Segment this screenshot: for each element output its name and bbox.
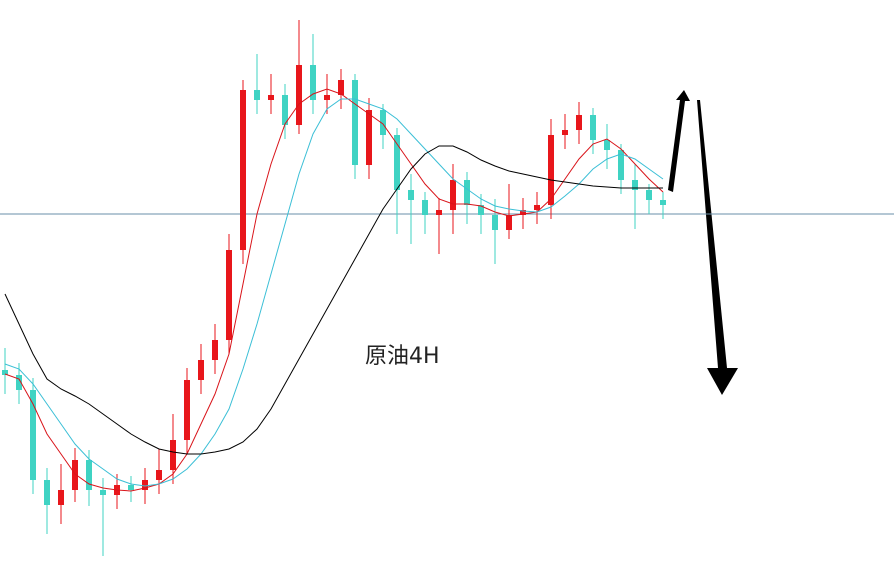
candle-body: [58, 490, 64, 505]
candle-body: [660, 200, 666, 205]
candle-body: [16, 375, 22, 390]
candle-body: [492, 215, 498, 230]
candle-body: [338, 80, 344, 95]
candle-body: [478, 205, 484, 215]
candle-body: [534, 205, 540, 210]
candle-body: [324, 95, 330, 100]
chart-title: 原油4H: [365, 344, 440, 369]
candle-body: [142, 480, 148, 490]
candle-body: [366, 110, 372, 165]
candle-body: [618, 150, 624, 180]
candle-body: [296, 65, 302, 125]
candle-body: [128, 485, 134, 490]
candle-body: [44, 480, 50, 505]
moving-average: [4, 145, 663, 455]
candle-body: [394, 135, 400, 190]
up-arrow: [668, 90, 690, 192]
candle-body: [408, 190, 414, 200]
candle-body: [464, 180, 470, 205]
candle-body: [506, 215, 512, 230]
candle-body: [282, 95, 288, 125]
moving-average: [4, 98, 664, 487]
candle-body: [380, 110, 386, 135]
candle-body: [590, 115, 596, 140]
candle-body: [646, 190, 652, 200]
moving-average: [4, 88, 664, 492]
candle-body: [436, 210, 442, 215]
candle-body: [548, 135, 554, 205]
candle-body: [562, 130, 568, 135]
candle-body: [2, 370, 8, 375]
candle-body: [576, 115, 582, 130]
candle-body: [352, 80, 358, 165]
candle-body: [170, 440, 176, 470]
candle-body: [86, 460, 92, 490]
down-arrow: [697, 100, 738, 395]
candle-body: [184, 380, 190, 440]
candle-body: [72, 460, 78, 490]
candle-body: [632, 180, 638, 190]
candle-body: [604, 140, 610, 150]
candle-body: [254, 90, 260, 100]
candle-body: [100, 490, 106, 495]
candle-body: [30, 390, 36, 480]
candle-body: [520, 210, 526, 215]
candle-body: [212, 340, 218, 360]
candle-body: [450, 180, 456, 210]
candle-body: [226, 250, 232, 340]
candle-body: [310, 65, 316, 100]
candle-body: [156, 470, 162, 480]
candle-body: [198, 360, 204, 380]
candle-body: [268, 95, 274, 100]
candle-body: [240, 90, 246, 250]
candle-body: [422, 200, 428, 215]
